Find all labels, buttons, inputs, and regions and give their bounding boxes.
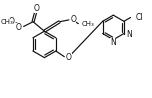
- Text: N: N: [110, 39, 116, 48]
- Text: O: O: [66, 53, 72, 62]
- Text: CH₃: CH₃: [0, 19, 13, 25]
- Text: O: O: [34, 4, 40, 13]
- Text: O: O: [70, 15, 76, 24]
- Text: Cl: Cl: [135, 13, 143, 22]
- Text: O: O: [15, 23, 21, 32]
- Text: N: N: [126, 30, 132, 39]
- Text: CH₃: CH₃: [81, 21, 94, 27]
- Text: O: O: [8, 17, 14, 26]
